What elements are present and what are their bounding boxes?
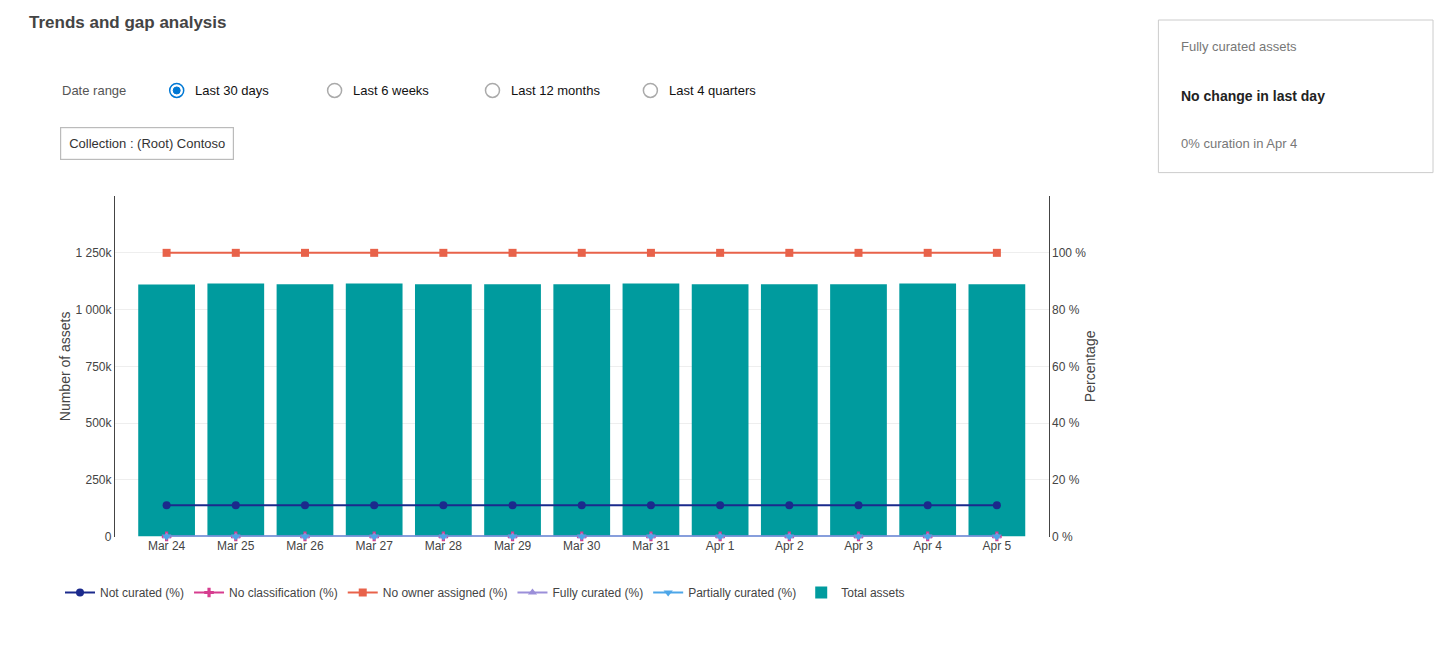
svg-text:Trends and gap analysis: Trends and gap analysis	[29, 13, 226, 32]
svg-text:500k: 500k	[85, 416, 112, 430]
svg-text:100 %: 100 %	[1052, 246, 1086, 260]
svg-text:Mar 30: Mar 30	[563, 539, 601, 553]
svg-text:Collection : (Root) Contoso: Collection : (Root) Contoso	[69, 136, 225, 151]
svg-text:0: 0	[105, 530, 112, 544]
svg-text:Apr 2: Apr 2	[775, 539, 804, 553]
svg-text:Total assets: Total assets	[841, 586, 904, 600]
svg-text:Mar 26: Mar 26	[286, 539, 324, 553]
svg-text:Last 30 days: Last 30 days	[195, 83, 269, 98]
svg-text:Last 4 quarters: Last 4 quarters	[669, 83, 756, 98]
svg-text:Apr 4: Apr 4	[913, 539, 942, 553]
svg-text:Apr 5: Apr 5	[983, 539, 1012, 553]
svg-text:20 %: 20 %	[1052, 473, 1080, 487]
svg-text:0% curation in Apr 4: 0% curation in Apr 4	[1181, 136, 1297, 151]
svg-text:Not curated (%): Not curated (%)	[100, 586, 184, 600]
svg-text:40 %: 40 %	[1052, 416, 1080, 430]
svg-text:1 000k: 1 000k	[75, 303, 112, 317]
svg-text:Mar 29: Mar 29	[494, 539, 532, 553]
svg-text:Number of assets: Number of assets	[57, 311, 73, 421]
svg-text:1 250k: 1 250k	[75, 246, 112, 260]
svg-text:Fully curated (%): Fully curated (%)	[552, 586, 643, 600]
svg-text:250k: 250k	[85, 473, 112, 487]
svg-text:No classification (%): No classification (%)	[229, 586, 338, 600]
svg-text:Partially curated (%): Partially curated (%)	[688, 586, 796, 600]
svg-text:Date range: Date range	[62, 83, 126, 98]
svg-text:No change in last day: No change in last day	[1181, 88, 1325, 104]
svg-text:Mar 27: Mar 27	[355, 539, 393, 553]
svg-text:Last 12 months: Last 12 months	[511, 83, 600, 98]
svg-text:Percentage: Percentage	[1082, 330, 1098, 402]
svg-text:Apr 1: Apr 1	[706, 539, 735, 553]
svg-text:0 %: 0 %	[1052, 530, 1073, 544]
svg-text:Mar 28: Mar 28	[425, 539, 463, 553]
svg-text:Mar 31: Mar 31	[632, 539, 670, 553]
svg-text:Last 6 weeks: Last 6 weeks	[353, 83, 429, 98]
svg-text:Apr 3: Apr 3	[844, 539, 873, 553]
svg-text:60 %: 60 %	[1052, 360, 1080, 374]
svg-text:Mar 25: Mar 25	[217, 539, 255, 553]
svg-text:Mar 24: Mar 24	[148, 539, 186, 553]
svg-text:80 %: 80 %	[1052, 303, 1080, 317]
svg-text:Fully curated assets: Fully curated assets	[1181, 39, 1297, 54]
svg-text:750k: 750k	[85, 360, 112, 374]
svg-text:No owner assigned (%): No owner assigned (%)	[383, 586, 508, 600]
